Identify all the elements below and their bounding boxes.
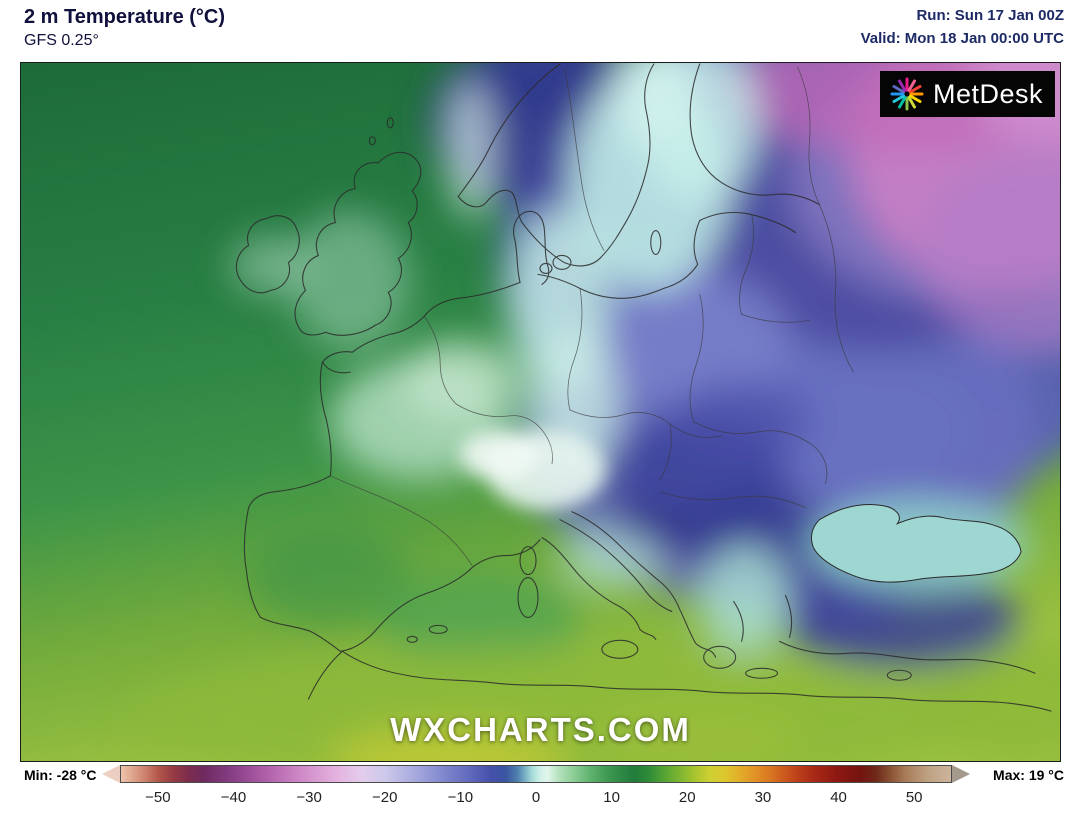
alpine-snow-field [460,429,605,510]
model-label: GFS 0.25° [24,32,99,49]
temperature-map-graphic [21,63,1060,761]
colorbar-left-arrow-icon [102,765,120,783]
colorbar-tick-label: 40 [830,789,847,806]
europe-temperature-map: MetDesk WXCHARTS.COM [20,62,1061,762]
colorbar [120,765,952,783]
colorbar-tick-label: −30 [296,789,322,806]
colorbar-tick-label: 10 [603,789,620,806]
colorbar-tick-label: 0 [531,789,541,806]
metdesk-logo-text: MetDesk [932,78,1043,109]
metdesk-logo: MetDesk [879,71,1055,117]
legend-min-label: Min: -28 °C [24,767,97,783]
colorbar-tick-label: −20 [371,789,398,806]
country-borders [330,66,854,566]
colorbar-tick-label: −10 [447,789,474,806]
colorbar-tick-label: 50 [905,789,923,806]
wxcharts-watermark: WXCHARTS.COM [390,711,691,748]
colorbar-ticks: −50 −40 −30 −20 −10 0 10 20 30 40 50 [120,789,952,811]
valid-time-label: Valid: Mon 18 Jan 00:00 UTC [860,30,1064,47]
black-sea [811,504,1022,583]
legend-max-label: Max: 19 °C [993,767,1064,783]
colorbar-tick-label: 30 [754,789,772,806]
coastlines [235,63,1052,712]
colorbar-tick-label: −40 [220,789,247,806]
run-time-label: Run: Sun 17 Jan 00Z [916,7,1064,24]
page-title: 2 m Temperature (°C) [24,6,226,28]
colorbar-right-arrow-icon [952,765,970,783]
colorbar-tick-label: −50 [145,789,171,806]
metdesk-starburst-icon [890,77,924,111]
colorbar-tick-label: 20 [678,789,696,806]
